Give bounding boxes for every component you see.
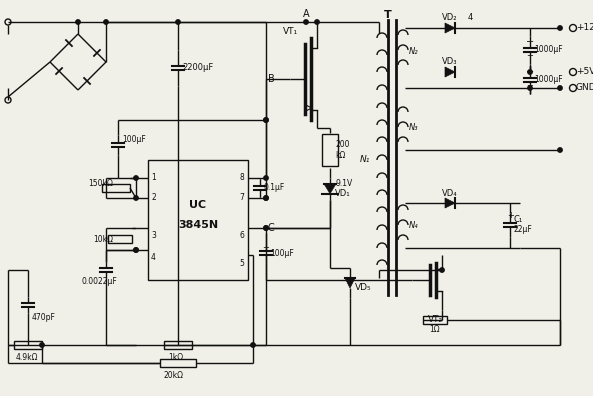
Text: GND: GND (576, 84, 593, 93)
Circle shape (264, 118, 268, 122)
Text: 7: 7 (239, 194, 244, 202)
Bar (108, 235, 132, 243)
Text: +: + (262, 242, 269, 251)
Text: 1Ω: 1Ω (429, 326, 439, 335)
Text: +5V: +5V (576, 67, 593, 76)
Text: 5: 5 (239, 259, 244, 268)
Text: VT₁: VT₁ (283, 27, 298, 36)
Circle shape (76, 20, 80, 24)
Text: N₁: N₁ (360, 156, 371, 164)
Text: +: + (526, 51, 533, 59)
Text: +: + (507, 211, 514, 219)
Text: +12V: +12V (576, 23, 593, 32)
Text: −: − (526, 37, 534, 47)
Polygon shape (59, 43, 69, 53)
Text: 6: 6 (239, 232, 244, 240)
Circle shape (251, 343, 255, 347)
Bar (102, 184, 130, 192)
Circle shape (558, 26, 562, 30)
Circle shape (315, 20, 319, 24)
Circle shape (104, 20, 108, 24)
Text: 1: 1 (151, 173, 156, 183)
Polygon shape (87, 71, 97, 81)
Text: 1000μF: 1000μF (534, 46, 563, 55)
Text: VD₁: VD₁ (335, 190, 350, 198)
Circle shape (134, 248, 138, 252)
Circle shape (528, 86, 532, 90)
Circle shape (558, 86, 562, 90)
Text: 0.0022μF: 0.0022μF (82, 278, 118, 286)
Text: 3845N: 3845N (178, 220, 218, 230)
Text: 0.1μF: 0.1μF (264, 183, 285, 192)
Text: 150kΩ: 150kΩ (88, 179, 113, 188)
Text: 4.9kΩ: 4.9kΩ (16, 352, 39, 362)
Text: VD₄: VD₄ (442, 188, 458, 198)
Circle shape (264, 176, 268, 180)
Text: 22μF: 22μF (514, 225, 533, 234)
Polygon shape (345, 278, 355, 288)
Bar (160, 359, 196, 367)
Bar (14, 341, 42, 349)
Text: A: A (302, 9, 310, 19)
Text: 3: 3 (151, 232, 156, 240)
Circle shape (264, 196, 268, 200)
Circle shape (558, 148, 562, 152)
Text: 100μF: 100μF (122, 135, 146, 145)
Polygon shape (87, 43, 97, 53)
Text: −: − (526, 67, 534, 77)
Text: 100μF: 100μF (270, 249, 294, 257)
Polygon shape (324, 184, 336, 194)
Text: 2: 2 (151, 194, 156, 202)
Bar (148, 160, 248, 280)
Text: 1000μF: 1000μF (534, 76, 563, 84)
Circle shape (264, 118, 268, 122)
Text: UC: UC (189, 200, 206, 210)
Circle shape (264, 226, 268, 230)
Circle shape (304, 20, 308, 24)
Circle shape (264, 226, 268, 230)
Bar (322, 134, 338, 166)
Text: VD₅: VD₅ (355, 284, 372, 293)
Text: 1kΩ: 1kΩ (168, 352, 183, 362)
Text: N₄: N₄ (409, 221, 419, 230)
Text: T: T (384, 10, 392, 20)
Circle shape (440, 268, 444, 272)
Text: 200
kΩ: 200 kΩ (335, 140, 349, 160)
Text: 20kΩ: 20kΩ (163, 371, 183, 379)
Polygon shape (445, 198, 455, 208)
Text: N₂: N₂ (409, 48, 419, 57)
Circle shape (134, 196, 138, 200)
Polygon shape (59, 71, 69, 81)
Text: 2200μF: 2200μF (182, 63, 213, 72)
Text: 4: 4 (151, 253, 156, 263)
Text: N₃: N₃ (409, 124, 419, 133)
Text: B: B (268, 74, 275, 84)
Bar (423, 316, 447, 324)
Polygon shape (445, 67, 455, 77)
Text: +: + (526, 80, 533, 89)
Text: VT₂: VT₂ (428, 316, 443, 324)
Text: 9.1V: 9.1V (335, 179, 352, 188)
Text: 470pF: 470pF (32, 312, 56, 322)
Circle shape (40, 343, 44, 347)
Text: 4: 4 (468, 13, 473, 23)
Bar (164, 341, 192, 349)
Polygon shape (445, 23, 455, 33)
Text: 8: 8 (239, 173, 244, 183)
Text: C: C (268, 223, 275, 233)
Text: VD₂: VD₂ (442, 13, 458, 23)
Text: C₁: C₁ (514, 215, 523, 225)
Circle shape (264, 196, 268, 200)
Text: VD₃: VD₃ (442, 57, 458, 67)
Circle shape (134, 176, 138, 180)
Circle shape (176, 20, 180, 24)
Circle shape (528, 70, 532, 74)
Text: 10kΩ: 10kΩ (93, 234, 113, 244)
Circle shape (134, 248, 138, 252)
